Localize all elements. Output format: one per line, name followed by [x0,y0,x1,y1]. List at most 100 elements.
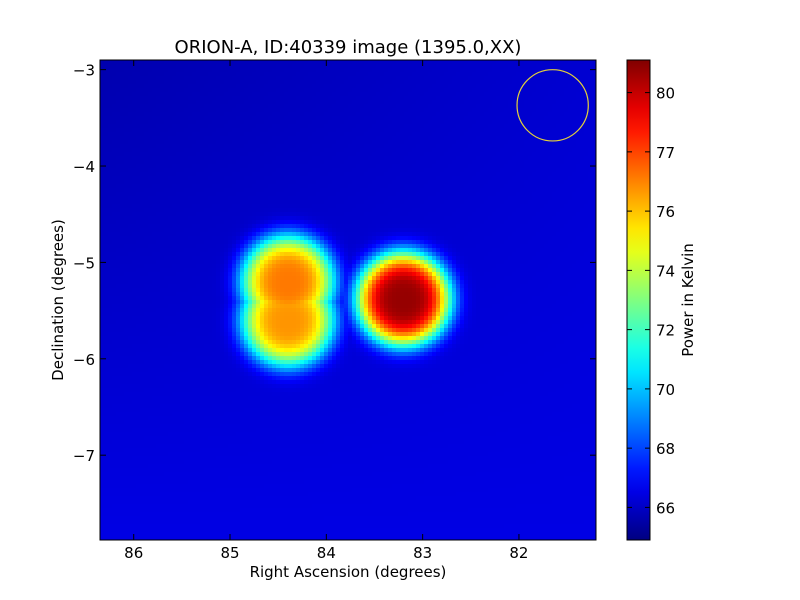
heatmap-cell [368,64,373,69]
heatmap-cell [492,76,497,81]
heatmap-cell [584,200,589,205]
heatmap-cell [560,208,565,213]
heatmap-cell [260,168,265,173]
heatmap-cell [416,136,421,141]
heatmap-cell [156,68,161,73]
heatmap-cell [188,220,193,225]
heatmap-cell [468,72,473,77]
heatmap-cell [144,116,149,121]
heatmap-cell [584,104,589,109]
heatmap-cell [180,68,185,73]
heatmap-cell [220,208,225,213]
heatmap-cell [344,68,349,73]
heatmap-cell [340,136,345,141]
heatmap-cell [252,84,257,89]
heatmap-cell [232,132,237,137]
heatmap-cell [396,188,401,193]
heatmap-cell [372,100,377,105]
heatmap-cell [588,84,593,89]
heatmap-cell [104,140,109,145]
heatmap-cell [572,148,577,153]
heatmap-cell [112,164,117,169]
heatmap-cell [432,124,437,129]
heatmap-cell [128,184,133,189]
heatmap-cell [572,96,577,101]
heatmap-cell [372,160,377,165]
heatmap-cell [404,132,409,137]
heatmap-cell [144,88,149,93]
heatmap-cell [344,136,349,141]
heatmap-cell [492,172,497,177]
heatmap-cell [352,148,357,153]
heatmap-cell [336,148,341,153]
heatmap-cell [540,196,545,201]
heatmap-cell [400,152,405,157]
heatmap-cell [476,120,481,125]
heatmap-cell [524,92,529,97]
heatmap-cell [456,136,461,141]
heatmap-cell [280,100,285,105]
heatmap-cell [336,104,341,109]
heatmap-cell [224,196,229,201]
heatmap-cell [440,128,445,133]
heatmap-cell [196,124,201,129]
heatmap-cell [260,164,265,169]
heatmap-cell [140,168,145,173]
heatmap-cell [488,156,493,161]
heatmap-cell [136,120,141,125]
heatmap-cell [460,204,465,209]
heatmap-cell [540,160,545,165]
heatmap-cell [216,152,221,157]
heatmap-cell [592,84,597,89]
heatmap-cell [280,176,285,181]
heatmap-cell [312,116,317,121]
heatmap-cell [264,108,269,113]
heatmap-cell [408,152,413,157]
heatmap-cell [492,108,497,113]
heatmap-cell [548,168,553,173]
heatmap-cell [492,128,497,133]
heatmap-cell [392,204,397,209]
heatmap-cell [136,92,141,97]
heatmap-cell [332,216,337,221]
heatmap-cell [380,192,385,197]
heatmap-cell [360,184,365,189]
heatmap-cell [384,108,389,113]
heatmap-cell [120,128,125,133]
heatmap-cell [224,72,229,77]
heatmap-cell [220,116,225,121]
heatmap-cell [136,160,141,165]
heatmap-cell [108,212,113,217]
heatmap-cell [136,140,141,145]
heatmap-cell [308,216,313,221]
heatmap-cell [572,176,577,181]
heatmap-cell [432,192,437,197]
heatmap-cell [204,196,209,201]
heatmap-cell [160,168,165,173]
heatmap-cell [100,196,105,201]
heatmap-cell [248,112,253,117]
heatmap-cell [160,72,165,77]
heatmap-cell [232,136,237,141]
heatmap-cell [276,116,281,121]
heatmap-cell [492,124,497,129]
heatmap-cell [464,132,469,137]
heatmap-cell [568,124,573,129]
heatmap-cell [420,64,425,69]
heatmap-cell [184,92,189,97]
heatmap-cell [112,136,117,141]
heatmap-cell [588,200,593,205]
heatmap-cell [448,132,453,137]
heatmap-cell [164,128,169,133]
heatmap-cell [512,88,517,93]
heatmap-cell [456,204,461,209]
heatmap-cell [412,184,417,189]
heatmap-cell [208,208,213,213]
heatmap-cell [476,184,481,189]
heatmap-cell [140,204,145,209]
heatmap-cell [352,68,357,73]
heatmap-cell [488,68,493,73]
heatmap-cell [524,172,529,177]
heatmap-cell [132,100,137,105]
heatmap-cell [556,164,561,169]
